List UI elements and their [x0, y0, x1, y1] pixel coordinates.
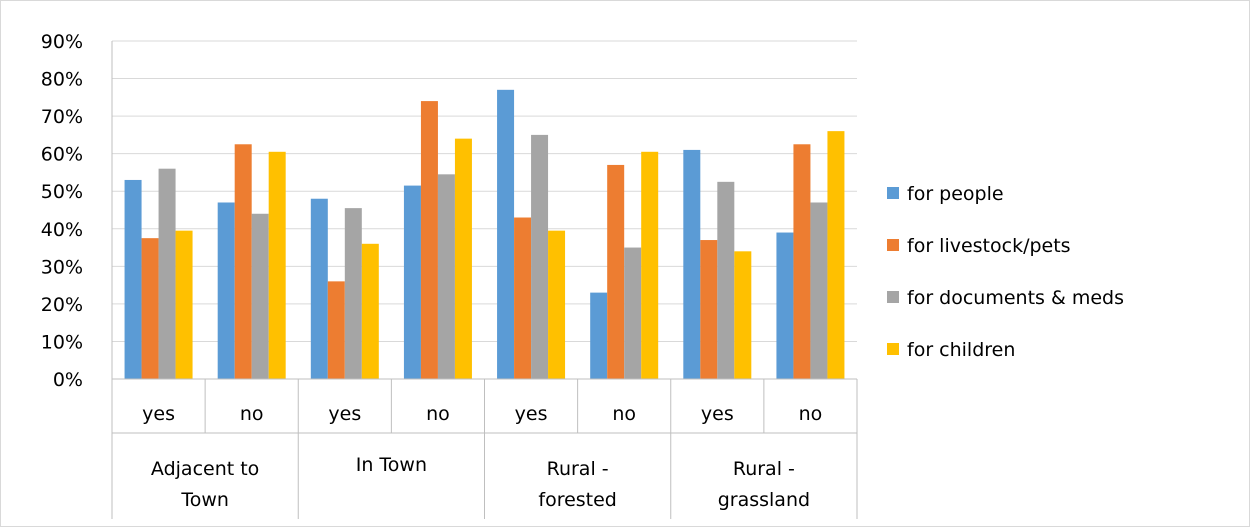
y-tick-label: 80% [41, 69, 83, 91]
bar [268, 151, 286, 379]
axes [111, 41, 858, 519]
subcategory-label: no [240, 403, 264, 425]
bar [437, 174, 455, 379]
legend-label: for people [907, 183, 1004, 205]
bar [420, 101, 438, 379]
group-label: Rural - [547, 458, 609, 480]
subcategory-label: no [612, 403, 636, 425]
y-tick-label: 70% [41, 106, 83, 128]
bar [454, 138, 472, 379]
bar [361, 243, 379, 379]
group-label: forested [538, 489, 617, 511]
group-label: grassland [718, 489, 810, 511]
bar [327, 281, 345, 379]
bar [700, 240, 718, 379]
bars [124, 89, 845, 380]
bar [251, 213, 269, 379]
y-axis-tick-labels: 0% 10% 20% 30% 40% 50% 60% 70% 80% 90% [41, 31, 83, 391]
bar [217, 202, 235, 379]
y-tick-label: 30% [41, 256, 83, 278]
bar [124, 179, 142, 379]
group-label: Town [180, 489, 229, 511]
bar [590, 292, 608, 379]
bar [310, 198, 328, 379]
subcategory-label: yes [142, 403, 175, 425]
bar [734, 251, 752, 379]
y-tick-label: 10% [41, 331, 83, 353]
bar [141, 238, 159, 379]
group-label: Adjacent to [151, 458, 259, 480]
subcategory-label: yes [701, 403, 734, 425]
legend-swatch [887, 343, 899, 355]
legend-swatch [887, 291, 899, 303]
y-tick-label: 40% [41, 219, 83, 241]
subcategory-label: yes [515, 403, 548, 425]
subcategory-label: no [799, 403, 823, 425]
bar [641, 151, 659, 379]
bar [607, 164, 625, 379]
subcategory-label: yes [328, 403, 361, 425]
legend-label: for children [907, 339, 1015, 361]
bar [827, 131, 845, 379]
legend-label: for livestock/pets [907, 235, 1071, 257]
bar [234, 144, 252, 379]
legend-swatch [887, 239, 899, 251]
bar [776, 232, 794, 379]
legend: for people for livestock/pets for document… [887, 183, 1124, 361]
group-label: Rural - [733, 458, 795, 480]
y-tick-label: 50% [41, 181, 83, 203]
y-tick-label: 20% [41, 294, 83, 316]
bar [403, 185, 421, 379]
bar [497, 89, 515, 380]
subcategory-label: no [426, 403, 450, 425]
y-tick-label: 90% [41, 31, 83, 53]
y-tick-label: 0% [53, 369, 83, 391]
group-label: In Town [356, 454, 427, 476]
bar [175, 230, 193, 379]
bar [514, 217, 532, 379]
bar [810, 202, 828, 379]
x-axis-category-labels: yes no Adjacent to Town yes no In Town yes no Rur… [142, 403, 822, 511]
bar [344, 208, 362, 379]
legend-label: for documents & meds [907, 287, 1124, 309]
bar [531, 134, 549, 379]
legend-swatch [887, 187, 899, 199]
bar [158, 168, 176, 379]
bar [717, 181, 735, 379]
bar [624, 247, 642, 379]
y-tick-label: 60% [41, 144, 83, 166]
bar [793, 144, 811, 379]
bar [548, 230, 566, 379]
bar [683, 149, 701, 379]
